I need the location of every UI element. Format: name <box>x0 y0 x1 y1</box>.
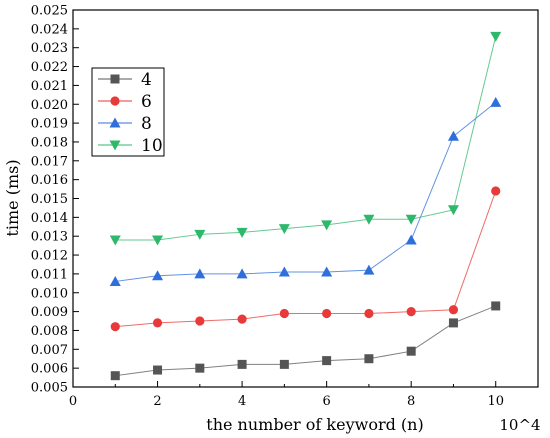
y-tick-label: 0.017 <box>31 154 68 169</box>
data-point-marker <box>153 365 163 375</box>
legend-label: 8 <box>141 114 152 134</box>
x-tick-label: 2 <box>153 394 161 409</box>
y-axis-title: time (ms) <box>3 159 22 236</box>
data-point-marker <box>237 359 247 369</box>
data-point-marker <box>109 275 121 286</box>
data-point-marker <box>406 307 416 317</box>
data-point-marker <box>322 356 332 366</box>
data-point-marker <box>448 305 459 315</box>
data-point-marker <box>405 234 417 245</box>
y-tick-label: 0.024 <box>31 22 68 37</box>
x-tick-label: 4 <box>238 394 246 409</box>
x-axis-title: the number of keyword (n) <box>206 415 423 434</box>
legend-item: 8 <box>98 114 152 134</box>
series-4 <box>110 301 501 381</box>
legend-box <box>91 67 165 157</box>
data-point-marker <box>152 235 164 246</box>
y-tick-label: 0.012 <box>31 249 68 264</box>
series-6 <box>110 186 501 332</box>
legend-item: 10 <box>98 136 163 156</box>
series-layer <box>109 31 502 381</box>
series-line <box>115 305 496 377</box>
data-point-marker <box>110 322 120 332</box>
data-point-marker <box>321 220 333 231</box>
data-point-marker <box>322 308 332 319</box>
series-line <box>115 190 497 328</box>
data-point-marker <box>237 314 247 324</box>
data-point-marker <box>447 130 459 141</box>
data-point-marker <box>490 96 502 107</box>
data-point-marker <box>110 74 120 84</box>
series-line <box>115 36 497 241</box>
data-point-marker <box>363 214 375 225</box>
y-tick-label: 0.011 <box>31 267 68 282</box>
y-tick-label: 0.013 <box>31 230 68 245</box>
data-point-marker <box>152 270 164 281</box>
data-point-marker <box>279 359 289 369</box>
y-tick-label: 0.008 <box>31 324 68 339</box>
data-point-marker <box>109 235 121 246</box>
data-point-marker <box>278 266 290 277</box>
data-point-marker <box>152 318 163 328</box>
data-point-marker <box>195 316 205 326</box>
x-tick-label: 6 <box>322 394 330 409</box>
data-point-marker <box>448 318 458 328</box>
y-tick-label: 0.016 <box>31 173 68 188</box>
y-tick-label: 0.020 <box>31 98 68 113</box>
y-tick-label: 0.014 <box>31 211 68 226</box>
legend-item: 6 <box>98 92 152 112</box>
data-point-marker <box>490 31 502 42</box>
y-tick-label: 0.006 <box>31 362 68 377</box>
y-axis-ticks: 0.005 0.006 0.007 0.008 0.009 0.010 0.011 0.012… <box>31 4 79 396</box>
data-point-marker <box>195 363 205 373</box>
data-point-marker <box>109 117 121 128</box>
legend-label: 6 <box>141 92 152 112</box>
data-point-marker <box>110 96 120 106</box>
data-point-marker <box>321 266 333 277</box>
data-point-marker <box>364 308 374 319</box>
data-point-marker <box>278 224 290 235</box>
y-tick-label: 0.019 <box>31 117 68 132</box>
data-point-marker <box>236 268 248 279</box>
data-point-marker <box>110 371 120 381</box>
data-point-marker <box>363 264 375 275</box>
data-point-marker <box>491 186 501 196</box>
data-point-marker <box>447 205 459 216</box>
y-tick-label: 0.025 <box>31 4 68 19</box>
data-point-marker <box>279 308 289 319</box>
y-tick-label: 0.005 <box>31 381 68 396</box>
y-tick-label: 0.022 <box>31 60 68 75</box>
series-8 <box>109 96 502 286</box>
series-line <box>115 101 497 282</box>
x-axis-ticks: 0 2 4 6 8 10 <box>69 381 504 409</box>
data-point-marker <box>109 140 121 151</box>
legend-label: 4 <box>141 70 152 90</box>
x-tick-label: 10 <box>487 394 504 409</box>
y-tick-label: 0.010 <box>31 286 68 301</box>
y-tick-label: 0.021 <box>31 79 68 94</box>
y-tick-label: 0.018 <box>31 135 68 150</box>
legend-label: 10 <box>141 136 163 156</box>
series-10 <box>109 31 502 246</box>
data-point-marker <box>194 268 206 279</box>
y-tick-label: 0.015 <box>31 192 68 207</box>
data-point-marker <box>236 227 248 238</box>
legend-item: 4 <box>98 70 152 90</box>
data-point-marker <box>194 229 206 240</box>
y-tick-label: 0.007 <box>31 343 68 358</box>
data-point-marker <box>364 354 374 364</box>
y-tick-label: 0.009 <box>31 305 68 320</box>
data-point-marker <box>491 301 501 311</box>
y-tick-label: 0.023 <box>31 41 68 56</box>
x-tick-label: 8 <box>407 394 415 409</box>
x-tick-label: 0 <box>69 394 77 409</box>
plot-frame <box>72 9 539 388</box>
x-axis-multiplier: 10^4 <box>499 416 540 434</box>
data-point-marker <box>406 346 416 356</box>
data-point-marker <box>405 214 417 225</box>
